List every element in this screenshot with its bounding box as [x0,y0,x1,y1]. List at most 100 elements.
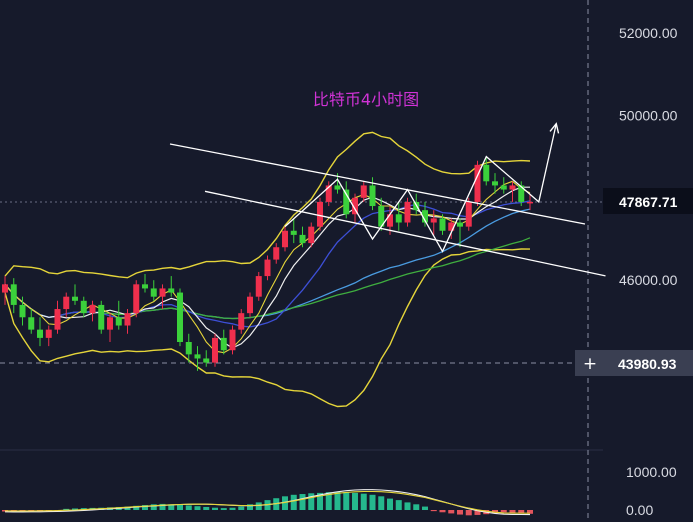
upper-band-line [4,131,531,279]
histogram-bar [404,502,411,510]
histogram-bar [500,510,507,513]
candle-body [168,288,175,293]
price-tick-label: 46000.00 [619,272,678,288]
candle-body [509,185,516,190]
candle-body [72,296,78,301]
histogram-bar [457,510,463,515]
indicator-tick-label: 0.00 [626,502,653,518]
histogram-bar [369,494,376,510]
candle-body [492,181,498,186]
candle-body [150,288,157,297]
candle-body [430,218,437,223]
histogram-bar [80,508,87,510]
histogram-bar [150,504,157,510]
macd-signal-yellow [4,490,530,514]
candle-body [500,185,507,190]
crosshair-price-label: 43980.93 [618,356,677,372]
candle-body [404,201,411,223]
candle-body [395,214,402,223]
price-tick-label: 52000.00 [619,25,678,41]
histogram-bar [2,510,8,512]
candle-body [518,185,525,202]
candle-body [115,317,122,326]
histogram-bar [378,496,385,510]
histogram-bar [422,506,428,510]
macd-panel [2,489,533,516]
candle-body [28,317,35,330]
histogram-bar [317,492,323,510]
candle-body [255,276,262,297]
forecast-arrow-head [549,122,560,134]
histogram-bar [509,510,516,513]
candle-body [343,189,350,215]
candle-body [80,300,87,314]
crosshair-plus-icon[interactable]: + [583,354,597,374]
candle-body [159,288,166,297]
candle-body [2,284,8,293]
candle-body [247,296,253,314]
histogram-bar [474,510,481,515]
candle-body [457,222,463,227]
trend-annotations [169,122,606,277]
histogram-bar [63,508,70,510]
histogram-bar [177,504,183,510]
candle-body [19,304,26,318]
candle-body [185,342,192,355]
price-tick-label: 50000.00 [619,107,678,123]
candle-body [194,354,201,359]
candle-body [360,185,367,198]
candle-body [124,313,131,326]
candle-body [474,164,481,202]
histogram-bar [255,502,262,510]
candle-body [352,197,358,215]
histogram-bar [203,506,210,510]
candle-body [212,337,218,363]
price-axis: 52000.00 50000.00 46000.00 1000.00 0.00 [619,25,678,518]
histogram-bar [220,508,227,510]
histogram-bar [229,507,236,510]
candle-body [177,292,183,342]
candle-body [334,185,341,190]
histogram-bar [194,506,201,510]
candle-body [142,284,148,289]
grid-layer [0,0,603,522]
chart-title: 比特币4小时图 [313,90,419,109]
candle-body [89,304,96,314]
histogram-bar [159,503,166,510]
histogram-bar [413,504,420,510]
histogram-bar [308,493,315,510]
last-price-badge: 47867.71 [603,188,693,214]
candle-body [45,329,52,338]
histogram-bar [282,496,288,510]
histogram-bar [439,510,446,513]
last-price-label: 47867.71 [619,194,678,210]
candle-body [483,164,490,182]
histogram-bar [334,491,341,510]
histogram-bar [360,493,367,510]
candle-body [98,304,105,330]
upper-trend-line [169,143,586,225]
zigzag-forecast-line [284,123,557,253]
candle-body [527,201,533,204]
histogram-bar [448,510,455,514]
candle-body [229,329,236,351]
candle-body [10,284,17,305]
crosshair-price-badge[interactable]: + 43980.93 [575,350,693,376]
candle-body [387,214,393,227]
histogram-bar [212,507,218,510]
candle-body [133,284,140,314]
histogram-bar [352,492,358,510]
histogram-bar [290,494,297,510]
histogram-bar [238,506,245,510]
histogram-bar [124,506,131,510]
candle-body [290,230,297,235]
histogram-bar [492,510,498,514]
candle-body [107,317,113,330]
histogram-bar [299,494,306,510]
bollinger-bands [4,131,531,408]
histogram-bar [325,492,332,510]
lower-trend-line [204,190,606,277]
histogram-bar [465,510,472,516]
candle-body [282,230,288,248]
